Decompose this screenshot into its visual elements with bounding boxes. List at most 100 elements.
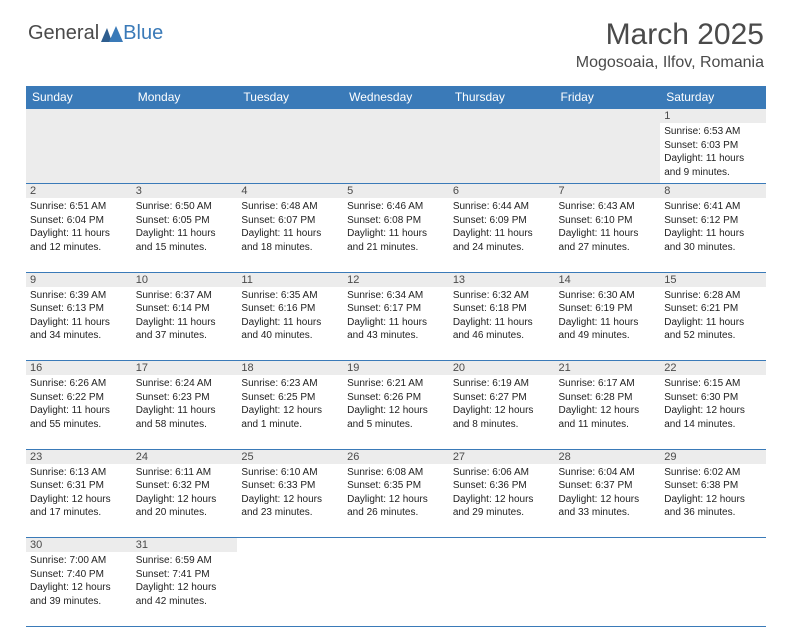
day-info: Sunrise: 6:21 AMSunset: 6:26 PMDaylight:…: [347, 377, 445, 431]
daylight-text: Daylight: 11 hours and 15 minutes.: [136, 227, 234, 254]
day-number: 18: [237, 361, 343, 376]
day-number: 17: [132, 361, 238, 376]
day-info: Sunrise: 6:10 AMSunset: 6:33 PMDaylight:…: [241, 466, 339, 520]
day-info: Sunrise: 6:02 AMSunset: 6:38 PMDaylight:…: [664, 466, 762, 520]
daylight-text: Daylight: 12 hours and 8 minutes.: [453, 404, 551, 431]
day-number: 13: [449, 272, 555, 287]
day-info: Sunrise: 6:35 AMSunset: 6:16 PMDaylight:…: [241, 289, 339, 343]
sunset-text: Sunset: 6:36 PM: [453, 479, 551, 493]
day-info: Sunrise: 6:48 AMSunset: 6:07 PMDaylight:…: [241, 200, 339, 254]
daylight-text: Daylight: 12 hours and 5 minutes.: [347, 404, 445, 431]
day-cell: Sunrise: 6:35 AMSunset: 6:16 PMDaylight:…: [237, 287, 343, 361]
day-cell: Sunrise: 6:32 AMSunset: 6:18 PMDaylight:…: [449, 287, 555, 361]
calendar-row: Sunrise: 6:51 AMSunset: 6:04 PM Daylight:…: [26, 198, 766, 272]
sunset-text: Sunset: 6:31 PM: [30, 479, 128, 493]
day-number: 9: [26, 272, 132, 287]
day-info: Sunrise: 6:51 AMSunset: 6:04 PMDaylight:…: [30, 200, 128, 254]
day-number: 14: [555, 272, 661, 287]
sunrise-text: Sunrise: 6:53 AM: [664, 125, 762, 139]
daylight-text: Daylight: 11 hours and 55 minutes.: [30, 404, 128, 431]
col-friday: Friday: [555, 86, 661, 109]
sunrise-text: Sunrise: 6:11 AM: [136, 466, 234, 480]
day-cell: Sunrise: 6:51 AMSunset: 6:04 PMDaylight:…: [26, 198, 132, 272]
sunset-text: Sunset: 6:04 PM: [30, 214, 128, 228]
sunrise-text: Sunrise: 6:37 AM: [136, 289, 234, 303]
calendar-row: Sunrise: 7:00 AMSunset: 7:40 PMDaylight:…: [26, 552, 766, 626]
sunrise-text: Sunrise: 6:04 AM: [559, 466, 657, 480]
sunset-text: Sunset: 6:28 PM: [559, 391, 657, 405]
day-info: Sunrise: 6:30 AMSunset: 6:19 PMDaylight:…: [559, 289, 657, 343]
day-number: 7: [555, 184, 661, 199]
sunset-text: Sunset: 6:19 PM: [559, 302, 657, 316]
empty-cell: [449, 552, 555, 626]
sunrise-text: Sunrise: 6:08 AM: [347, 466, 445, 480]
day-info: Sunrise: 6:59 AMSunset: 7:41 PMDaylight:…: [136, 554, 234, 608]
day-cell: Sunrise: 6:46 AMSunset: 6:08 PMDaylight:…: [343, 198, 449, 272]
col-monday: Monday: [132, 86, 238, 109]
sunset-text: Sunset: 6:38 PM: [664, 479, 762, 493]
day-number: 28: [555, 449, 661, 464]
sunset-text: Sunset: 6:33 PM: [241, 479, 339, 493]
daylight-text: Daylight: 11 hours and 30 minutes.: [664, 227, 762, 254]
daylight-text: Daylight: 11 hours and 9 minutes.: [664, 152, 762, 179]
day-info: Sunrise: 6:11 AMSunset: 6:32 PMDaylight:…: [136, 466, 234, 520]
sunset-text: Sunset: 6:07 PM: [241, 214, 339, 228]
day-cell: Sunrise: 6:24 AMSunset: 6:23 PMDaylight:…: [132, 375, 238, 449]
daylight-text: Daylight: 11 hours and 27 minutes.: [559, 227, 657, 254]
day-cell: Sunrise: 7:00 AMSunset: 7:40 PMDaylight:…: [26, 552, 132, 626]
sunset-text: Sunset: 6:03 PM: [664, 139, 762, 153]
sunrise-text: Sunrise: 6:13 AM: [30, 466, 128, 480]
daylight-text: Daylight: 12 hours and 39 minutes.: [30, 581, 128, 608]
sunset-text: Sunset: 6:09 PM: [453, 214, 551, 228]
sunrise-text: Sunrise: 6:32 AM: [453, 289, 551, 303]
sunset-text: Sunset: 6:27 PM: [453, 391, 551, 405]
sunrise-text: Sunrise: 6:06 AM: [453, 466, 551, 480]
daylight-text: Daylight: 11 hours and 21 minutes.: [347, 227, 445, 254]
sunrise-text: Sunrise: 6:44 AM: [453, 200, 551, 214]
day-number: 4: [237, 184, 343, 199]
day-info: Sunrise: 6:15 AMSunset: 6:30 PMDaylight:…: [664, 377, 762, 431]
sunset-text: Sunset: 6:16 PM: [241, 302, 339, 316]
empty-cell: [555, 109, 661, 184]
empty-cell: [237, 109, 343, 184]
sunset-text: Sunset: 6:25 PM: [241, 391, 339, 405]
day-number: 5: [343, 184, 449, 199]
day-cell: Sunrise: 6:44 AMSunset: 6:09 PMDaylight:…: [449, 198, 555, 272]
day-info: Sunrise: 7:00 AMSunset: 7:40 PMDaylight:…: [30, 554, 128, 608]
sunset-text: Sunset: 6:26 PM: [347, 391, 445, 405]
sunrise-text: Sunrise: 6:50 AM: [136, 200, 234, 214]
daylight-text: Daylight: 12 hours and 26 minutes.: [347, 493, 445, 520]
empty-cell: [26, 109, 132, 184]
day-cell: Sunrise: 6:08 AMSunset: 6:35 PMDaylight:…: [343, 464, 449, 538]
day-number: 2: [26, 184, 132, 199]
sunrise-text: Sunrise: 6:02 AM: [664, 466, 762, 480]
sunrise-text: Sunrise: 6:28 AM: [664, 289, 762, 303]
day-info: Sunrise: 6:23 AMSunset: 6:25 PMDaylight:…: [241, 377, 339, 431]
daylight-text: Daylight: 12 hours and 23 minutes.: [241, 493, 339, 520]
day-number: 21: [555, 361, 661, 376]
sunrise-text: Sunrise: 6:39 AM: [30, 289, 128, 303]
sunset-text: Sunset: 6:12 PM: [664, 214, 762, 228]
day-cell: Sunrise: 6:02 AMSunset: 6:38 PMDaylight:…: [660, 464, 766, 538]
day-info: Sunrise: 6:43 AMSunset: 6:10 PMDaylight:…: [559, 200, 657, 254]
day-number: 6: [449, 184, 555, 199]
empty-cell: [660, 552, 766, 626]
day-info: Sunrise: 6:28 AMSunset: 6:21 PMDaylight:…: [664, 289, 762, 343]
day-number-row: 9101112131415: [26, 272, 766, 287]
logo-text-general: General: [28, 22, 99, 45]
daylight-text: Daylight: 11 hours and 24 minutes.: [453, 227, 551, 254]
sunrise-text: Sunrise: 6:51 AM: [30, 200, 128, 214]
day-cell: Sunrise: 6:15 AMSunset: 6:30 PMDaylight:…: [660, 375, 766, 449]
sunset-text: Sunset: 6:22 PM: [30, 391, 128, 405]
day-cell: Sunrise: 6:06 AMSunset: 6:36 PMDaylight:…: [449, 464, 555, 538]
day-cell: Sunrise: 6:48 AMSunset: 6:07 PMDaylight:…: [237, 198, 343, 272]
col-tuesday: Tuesday: [237, 86, 343, 109]
day-cell: Sunrise: 6:59 AMSunset: 7:41 PMDaylight:…: [132, 552, 238, 626]
sunset-text: Sunset: 6:35 PM: [347, 479, 445, 493]
daylight-text: Daylight: 11 hours and 52 minutes.: [664, 316, 762, 343]
sunset-text: Sunset: 6:30 PM: [664, 391, 762, 405]
sunrise-text: Sunrise: 6:35 AM: [241, 289, 339, 303]
sunset-text: Sunset: 6:37 PM: [559, 479, 657, 493]
sunset-text: Sunset: 6:18 PM: [453, 302, 551, 316]
sunrise-text: Sunrise: 7:00 AM: [30, 554, 128, 568]
